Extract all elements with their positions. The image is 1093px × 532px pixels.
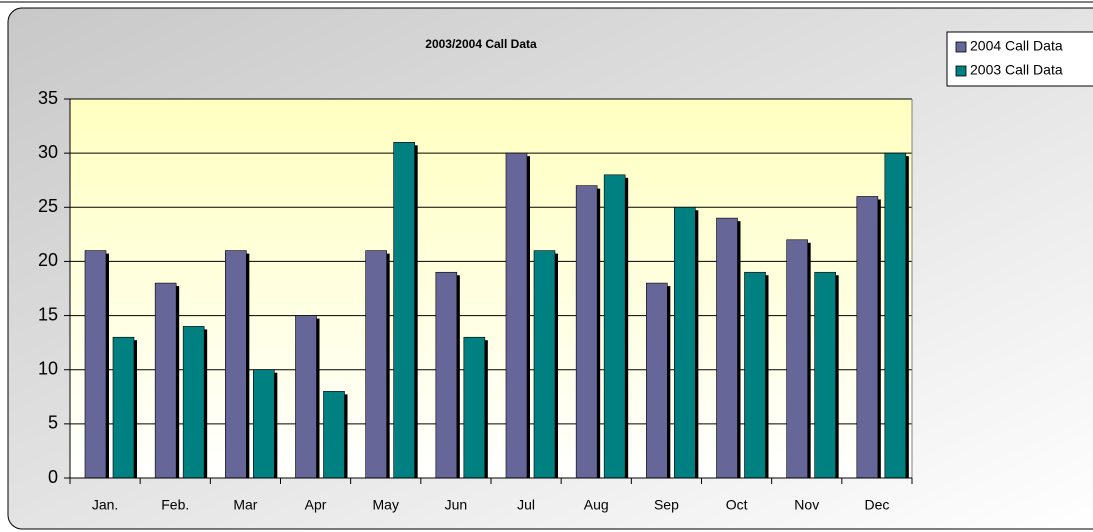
bar <box>533 250 556 479</box>
y-tick-label: 15 <box>38 304 58 324</box>
x-tick-label: May <box>373 497 399 513</box>
y-tick-label: 5 <box>48 413 58 433</box>
bar <box>603 174 626 479</box>
x-tick-label: Oct <box>726 497 748 513</box>
x-tick-label: Dec <box>864 497 889 513</box>
legend-box <box>946 31 1093 87</box>
legend-label: 2004 Call Data <box>970 38 1063 54</box>
x-tick-label: Mar <box>233 497 257 513</box>
y-tick-label: 30 <box>38 142 58 162</box>
bar <box>744 271 766 479</box>
bar <box>365 250 387 479</box>
y-tick-label: 25 <box>38 196 58 216</box>
bar <box>716 217 738 479</box>
bar <box>505 152 528 479</box>
bar <box>814 271 836 479</box>
bar <box>295 315 317 479</box>
y-tick-label: 0 <box>48 467 58 487</box>
x-tick-label: Feb. <box>161 497 189 513</box>
legend-label: 2003 Call Data <box>970 62 1063 78</box>
x-tick-label: Jun <box>445 497 468 513</box>
x-tick-label: Nov <box>794 497 819 513</box>
bar <box>646 282 668 479</box>
y-tick-label: 20 <box>38 250 58 270</box>
bar <box>393 142 415 479</box>
bar <box>84 250 107 479</box>
bar <box>786 239 808 479</box>
y-tick-label: 35 <box>38 88 58 108</box>
bar <box>856 196 879 479</box>
bar <box>884 152 907 479</box>
chart-title: 2003/2004 Call Data <box>425 37 537 51</box>
bar <box>253 369 275 479</box>
bar <box>435 271 458 479</box>
bar <box>674 206 696 479</box>
x-tick-label: Jul <box>517 497 535 513</box>
bar <box>225 250 247 479</box>
bar <box>575 185 598 479</box>
x-tick-label: Jan. <box>92 497 118 513</box>
legend-swatch <box>955 41 967 53</box>
x-tick-label: Sep <box>654 497 679 513</box>
bar <box>463 336 486 479</box>
legend-swatch <box>955 65 967 77</box>
bar <box>323 391 345 479</box>
bar <box>112 336 135 479</box>
plot-area <box>70 99 912 478</box>
bar <box>182 326 205 479</box>
x-tick-label: Aug <box>584 497 609 513</box>
y-tick-label: 10 <box>38 358 58 378</box>
bar <box>154 282 177 479</box>
x-tick-label: Apr <box>305 497 327 513</box>
